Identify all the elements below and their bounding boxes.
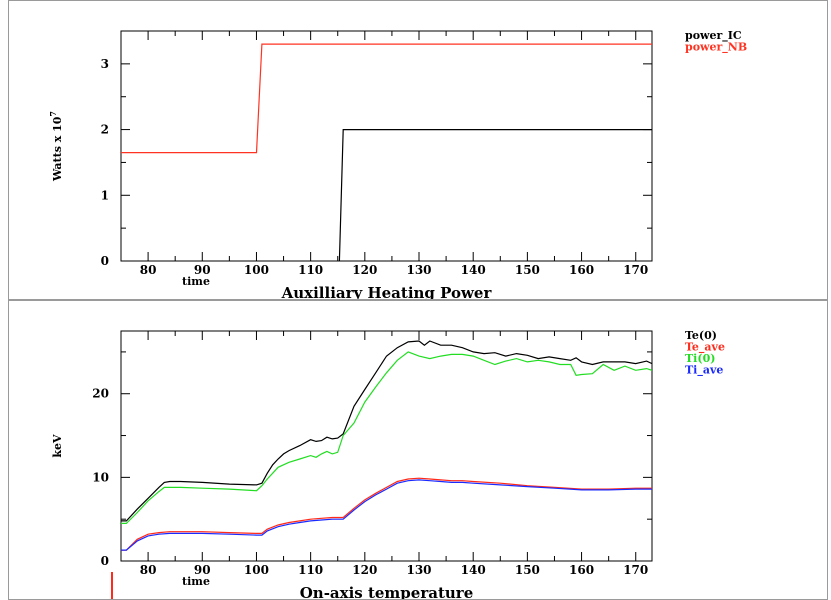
power-y-tick-label-0: 0 xyxy=(101,254,109,268)
temp-x-tick-label-140: 140 xyxy=(461,563,486,577)
power-x-tick-label-90: 90 xyxy=(194,263,211,277)
power-series-power-ic-line xyxy=(338,129,652,261)
temp-series-te-0-line xyxy=(121,340,652,522)
temp-plot-frame xyxy=(120,330,653,562)
temp-legend-te-0: Te(0) xyxy=(685,329,717,342)
temp-x-tick-label-100: 100 xyxy=(244,563,269,577)
power-y-tick-label-2: 2 xyxy=(101,123,109,137)
temperature-chart: 80 90 100 110 120 130 140 150 160 170 0 10 20 Te(0)Te… xyxy=(51,329,725,599)
power-x-tick-label-100: 100 xyxy=(244,263,269,277)
temp-legend-ti-0: Ti(0) xyxy=(685,352,715,365)
power-chart-title: Auxilliary Heating Power xyxy=(281,284,493,299)
power-y-axis-label: Watts x 107 xyxy=(48,111,64,182)
power-legend-power-ic: power_IC xyxy=(685,29,742,43)
chart-panel-heating-power: 80 90 100 110 120 130 140 150 160 170 0 1 2 3 power_IC… xyxy=(8,0,828,300)
power-x-tick-label-130: 130 xyxy=(406,263,431,277)
temp-x-tick-label-160: 160 xyxy=(569,563,594,577)
temp-legend-te-ave: Te_ave xyxy=(685,341,725,355)
temp-y-tick-label-10: 10 xyxy=(92,470,109,484)
heating-power-chart: 80 90 100 110 120 130 140 150 160 170 0 1 2 3 power_IC… xyxy=(48,29,747,299)
temp-series-ti-ave-line xyxy=(121,479,652,551)
power-legend-power-nb: power_NB xyxy=(685,41,747,55)
temp-x-tick-label-130: 130 xyxy=(406,563,431,577)
temp-x-axis-label: time xyxy=(182,575,210,588)
power-x-tick-label-150: 150 xyxy=(515,263,540,277)
power-y-tick-label-1: 1 xyxy=(101,188,109,202)
temp-series-te-ave-line xyxy=(121,477,652,551)
temp-x-tick-label-150: 150 xyxy=(515,563,540,577)
power-x-tick-label-80: 80 xyxy=(140,263,157,277)
temp-y-axis-label: keV xyxy=(51,434,64,458)
temp-x-tick-label-110: 110 xyxy=(298,563,323,577)
power-y-tick-label-3: 3 xyxy=(101,57,109,71)
temp-y-tick-label-0: 0 xyxy=(101,554,109,568)
power-plot-frame xyxy=(120,30,653,262)
power-x-tick-label-140: 140 xyxy=(461,263,486,277)
power-x-tick-label-110: 110 xyxy=(298,263,323,277)
power-series-power-nb-line xyxy=(121,43,652,154)
temp-chart-title: On-axis temperature xyxy=(300,584,474,599)
power-x-tick-label-160: 160 xyxy=(569,263,594,277)
power-y-axis-label-exponent: 7 xyxy=(48,111,58,117)
temp-x-tick-label-170: 170 xyxy=(623,563,648,577)
temp-x-tick-label-80: 80 xyxy=(140,563,157,577)
temp-x-tick-label-90: 90 xyxy=(194,563,211,577)
temp-x-tick-label-120: 120 xyxy=(352,563,377,577)
temp-y-axis-label-text: keV xyxy=(51,434,64,458)
chart-panel-temperature: 80 90 100 110 120 130 140 150 160 170 0 10 20 Te(0) Te… xyxy=(8,300,828,600)
power-x-tick-label-170: 170 xyxy=(623,263,648,277)
temp-y-tick-label-20: 20 xyxy=(92,387,109,401)
temp-series-ti-0-line xyxy=(121,351,652,524)
power-y-axis-label-text: Watts x 10 xyxy=(51,116,64,182)
power-x-axis-label: time xyxy=(182,275,210,288)
temp-legend-ti-ave: Ti_ave xyxy=(685,364,723,378)
power-x-tick-label-120: 120 xyxy=(352,263,377,277)
